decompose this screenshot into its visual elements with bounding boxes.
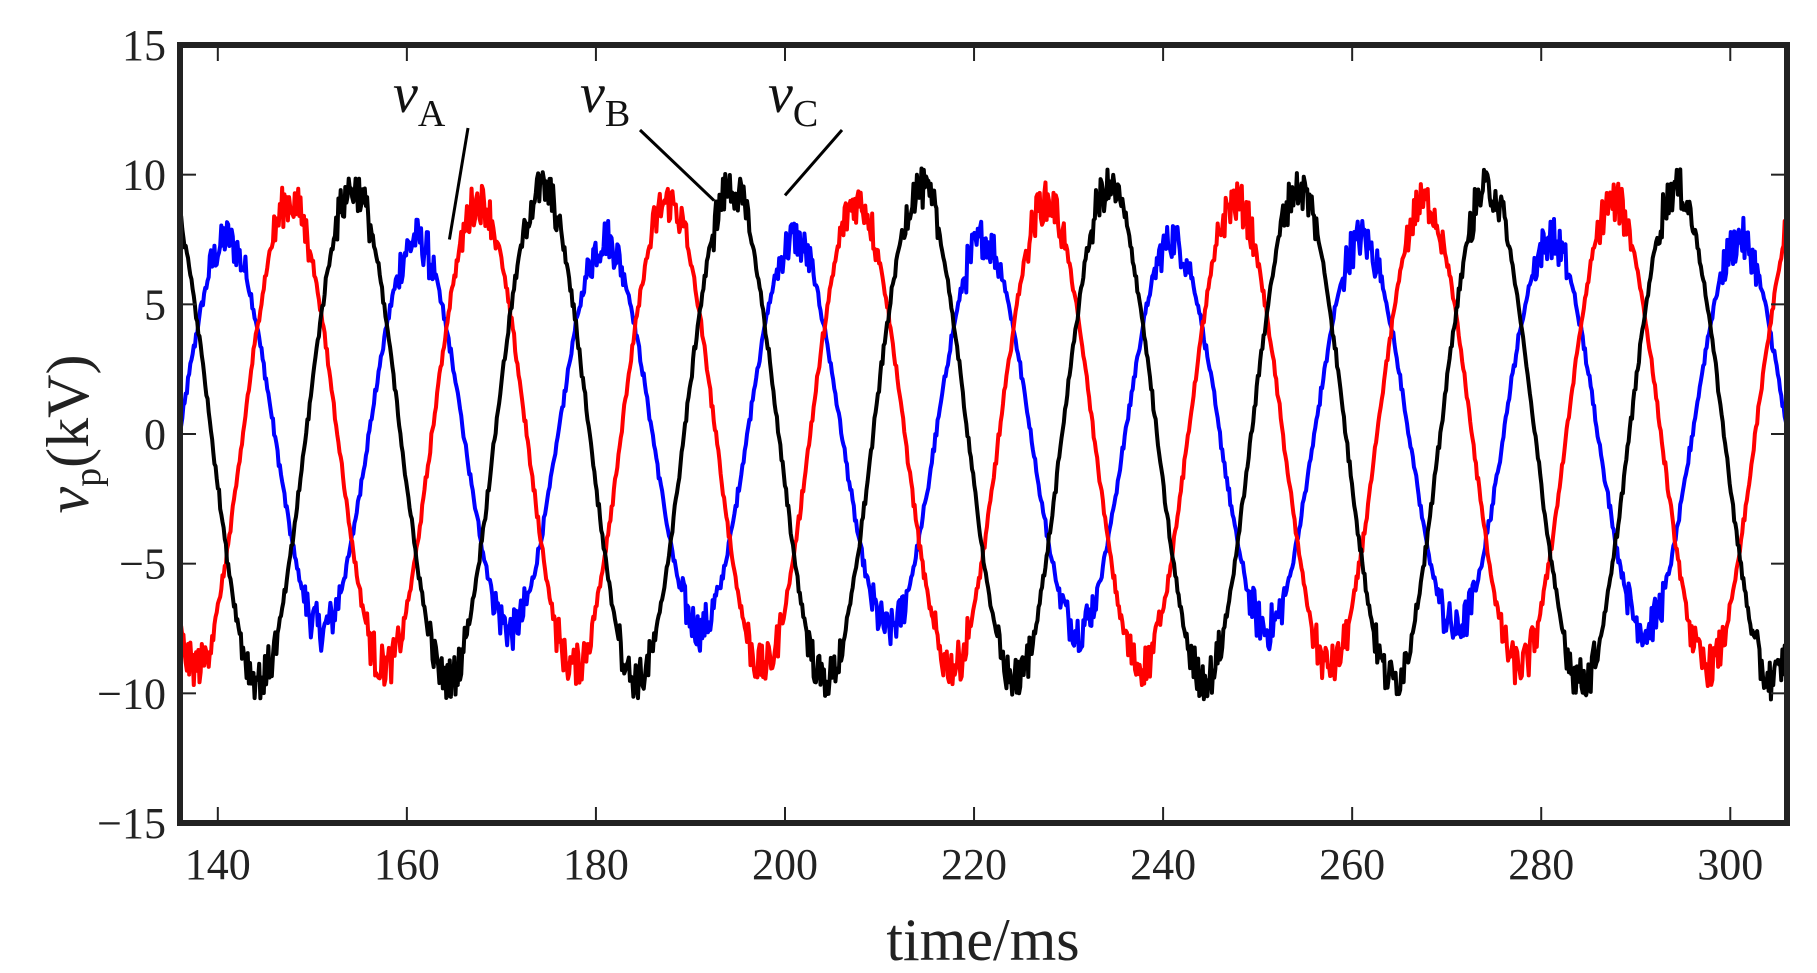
annotation-leader-B: [638, 128, 716, 202]
series-label-B: vB: [580, 63, 630, 135]
series-label-C: vC: [768, 63, 818, 135]
y-tick-label: −15: [97, 799, 166, 848]
y-axis-unit: (kV): [35, 355, 101, 468]
x-tick-label: 220: [941, 840, 1007, 889]
x-tick-label: 260: [1319, 840, 1385, 889]
series-label-var: v: [393, 63, 418, 125]
annotation-leader-C: [783, 129, 844, 197]
series-line-A: [178, 215, 1789, 653]
y-axis-var: v: [35, 486, 101, 513]
series-label-var: v: [580, 63, 605, 125]
y-tick-label: 0: [144, 410, 166, 459]
series-label-sub: C: [793, 93, 818, 135]
series-label-sub: B: [605, 93, 630, 135]
series-label-A: vA: [393, 63, 446, 135]
annotation-leader-A: [447, 127, 470, 240]
y-tick-label: 15: [122, 21, 166, 70]
series-label-sub: A: [418, 93, 446, 135]
tick-layer: 140 160 180 200 220 240 260 280 300 15 10 5 0 −5 −10 −1…: [97, 21, 1787, 889]
x-tick-label: 240: [1130, 840, 1196, 889]
series-layer: [178, 166, 1789, 702]
annotation-layer: vA vB vC: [393, 63, 844, 240]
plot-frame: [177, 42, 1790, 826]
y-tick-label: −5: [119, 540, 166, 589]
x-axis-title: time/ms: [886, 907, 1079, 973]
x-tick-label: 280: [1508, 840, 1574, 889]
y-tick-label: −10: [97, 669, 166, 718]
y-tick-label: 5: [144, 280, 166, 329]
y-axis-sub: p: [67, 468, 109, 487]
x-tick-label: 140: [185, 840, 251, 889]
y-tick-label: 10: [122, 151, 166, 200]
x-tick-label: 160: [374, 840, 440, 889]
x-tick-label: 200: [752, 840, 818, 889]
series-line-C: [178, 166, 1789, 702]
x-tick-label: 300: [1697, 840, 1763, 889]
x-tick-label: 180: [563, 840, 629, 889]
y-axis-title: vp(kV): [35, 355, 109, 514]
series-label-var: v: [768, 63, 793, 125]
